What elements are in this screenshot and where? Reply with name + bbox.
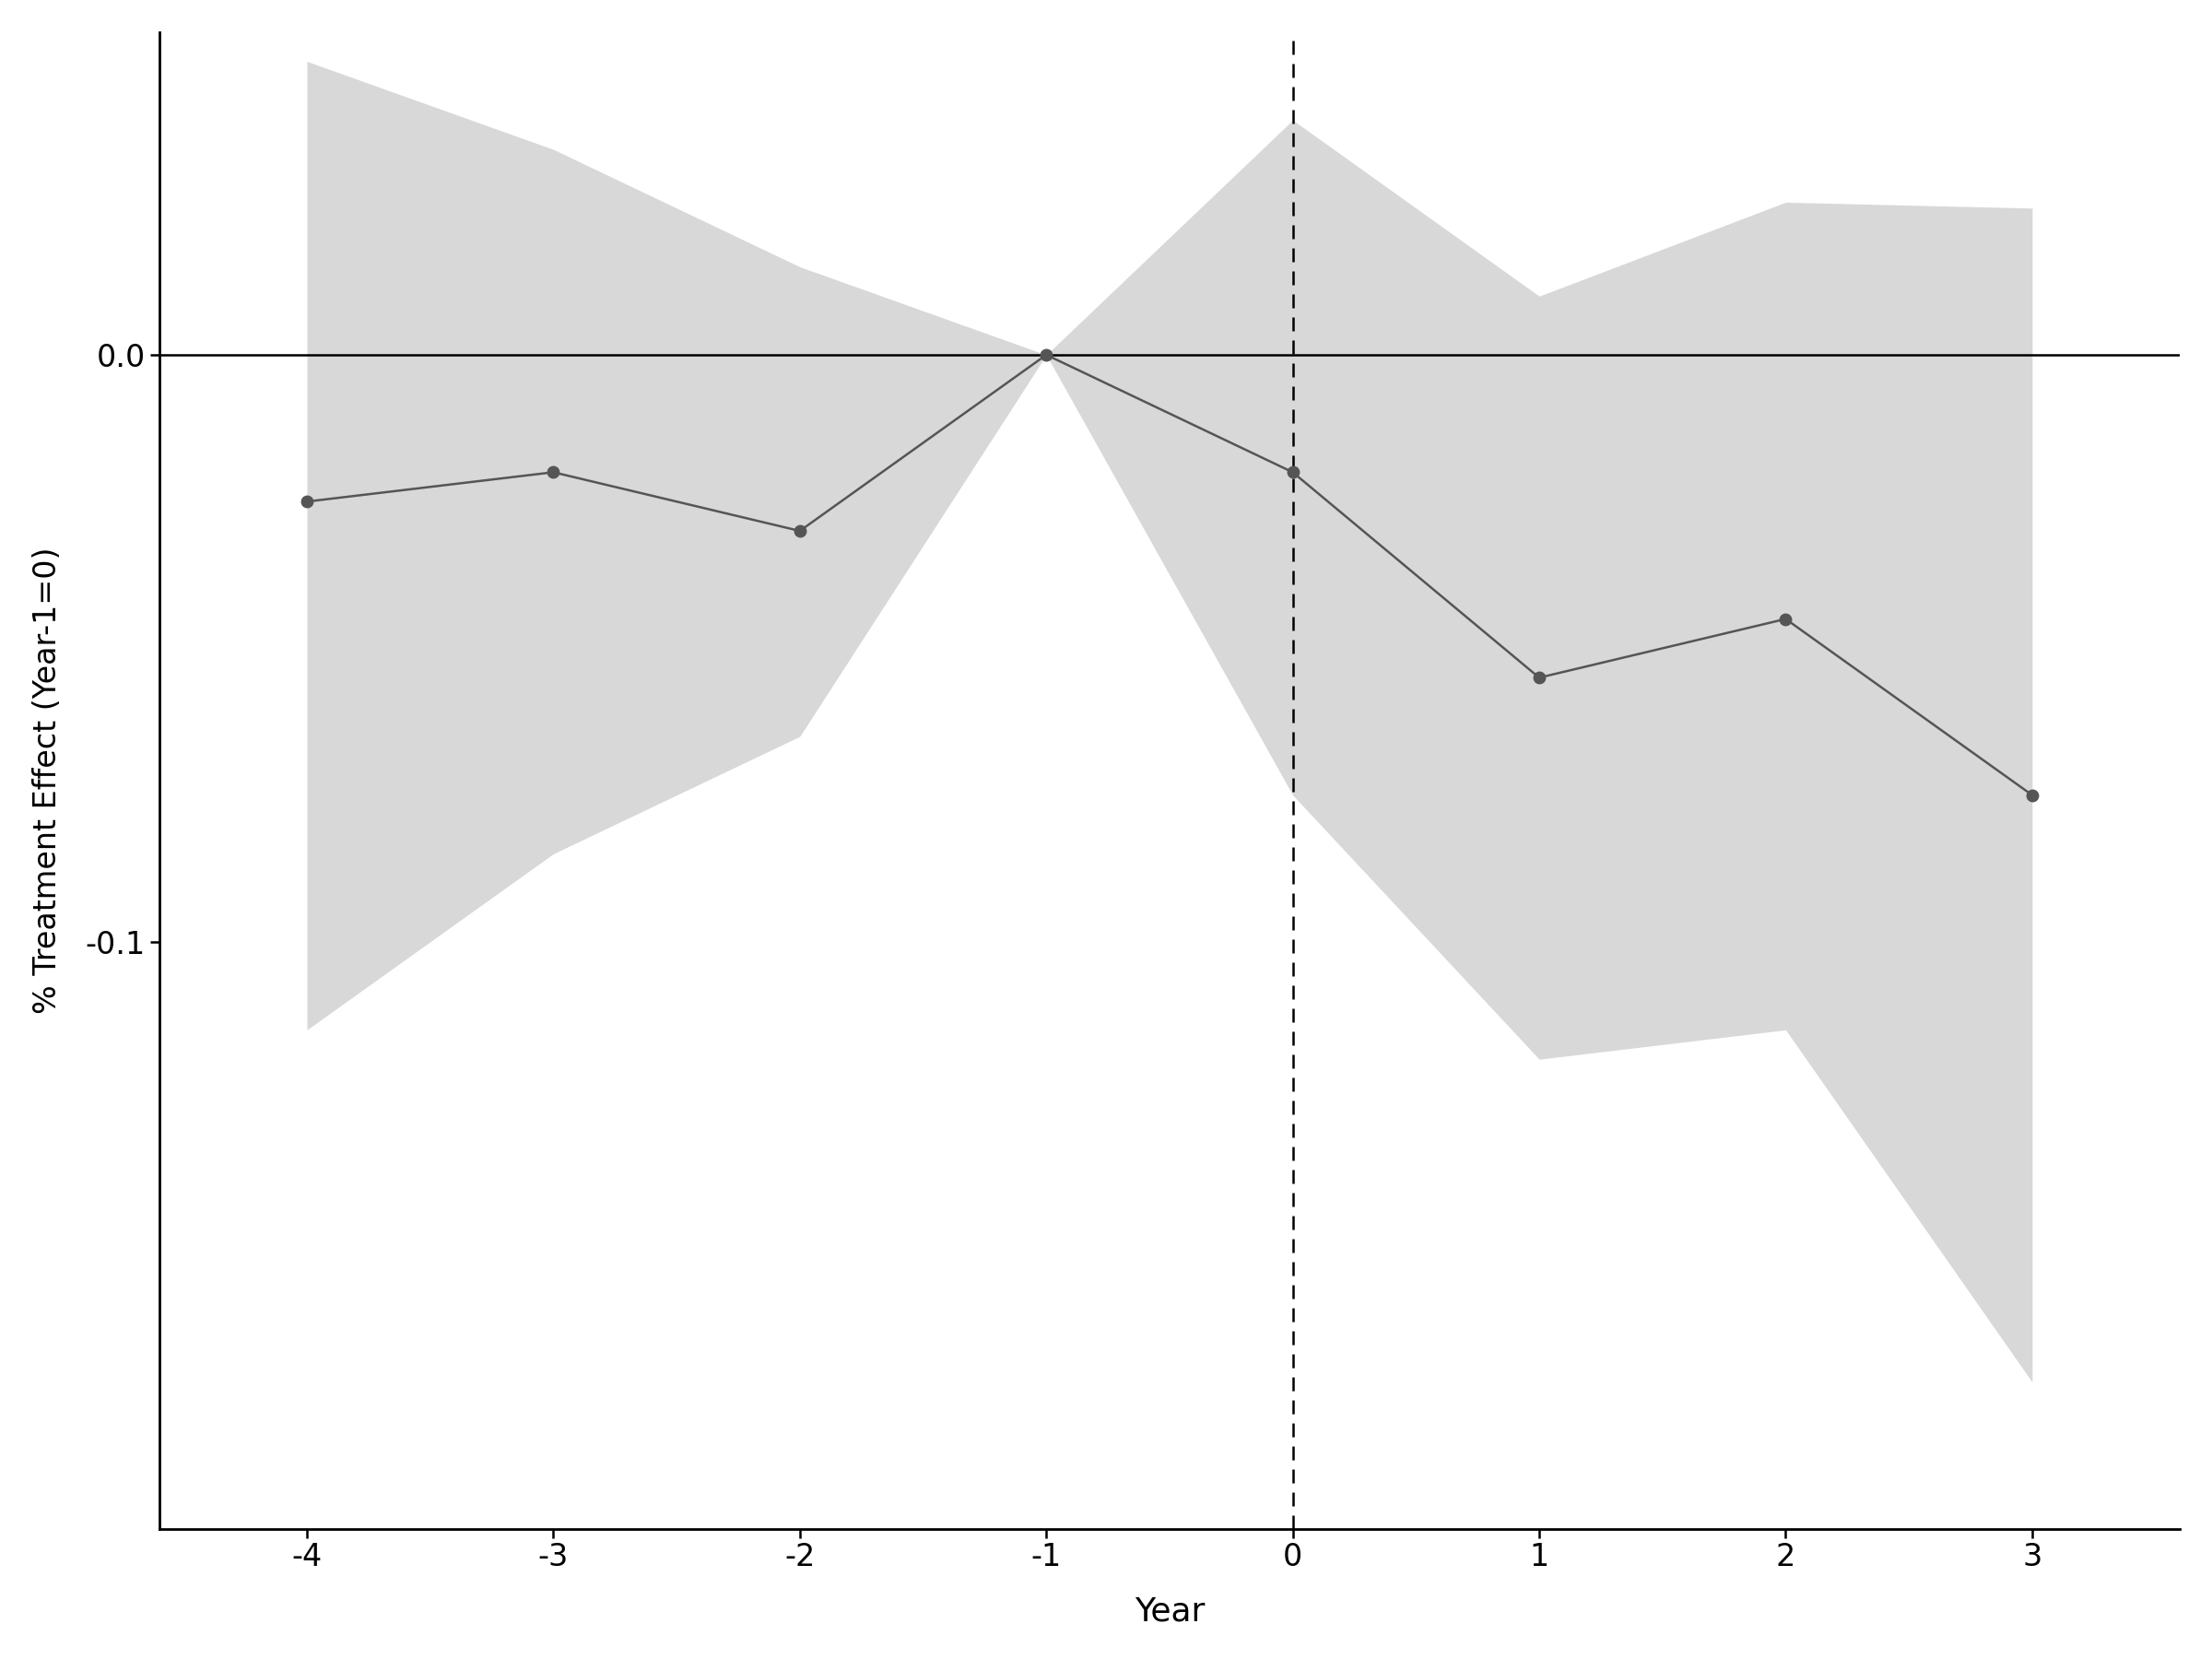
Y-axis label: % Treatment Effect (Year-1=0): % Treatment Effect (Year-1=0)	[31, 547, 62, 1014]
X-axis label: Year: Year	[1135, 1596, 1206, 1627]
